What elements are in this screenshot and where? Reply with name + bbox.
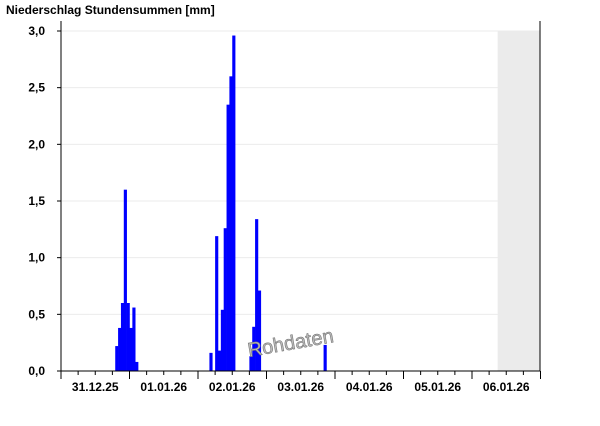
x-tick-label: 03.01.26 bbox=[277, 380, 324, 394]
bar bbox=[209, 352, 213, 371]
y-tick-label: 2,5 bbox=[28, 81, 45, 95]
x-tick-label: 04.01.26 bbox=[346, 380, 393, 394]
x-tick-label: 05.01.26 bbox=[414, 380, 461, 394]
x-tick-label: 31.12.25 bbox=[72, 380, 119, 394]
x-tick-label: 02.01.26 bbox=[209, 380, 256, 394]
bar bbox=[123, 189, 127, 371]
bar bbox=[129, 327, 133, 371]
bar bbox=[120, 303, 125, 371]
bar bbox=[232, 35, 236, 372]
bar bbox=[118, 327, 122, 371]
y-tick-label: 1,0 bbox=[28, 251, 45, 265]
bar bbox=[126, 303, 130, 371]
y-tick-label: 1,5 bbox=[28, 194, 45, 208]
y-tick-label: 3,0 bbox=[28, 24, 45, 38]
bar bbox=[252, 326, 256, 371]
bar bbox=[132, 307, 136, 371]
y-tick-label: 2,0 bbox=[28, 137, 45, 151]
y-tick-label: 0,0 bbox=[28, 364, 45, 378]
bar bbox=[215, 236, 219, 371]
bar bbox=[249, 356, 253, 371]
bar bbox=[255, 219, 259, 371]
bar bbox=[223, 228, 227, 371]
x-tick-label: 01.01.26 bbox=[140, 380, 187, 394]
bar bbox=[226, 104, 230, 372]
y-tick-label: 0,5 bbox=[28, 307, 45, 321]
bar bbox=[323, 344, 327, 371]
bar bbox=[135, 361, 139, 371]
chart-title: Niederschlag Stundensummen [mm] bbox=[6, 3, 215, 17]
bar bbox=[220, 309, 224, 371]
bar bbox=[217, 350, 222, 371]
bar bbox=[257, 290, 262, 371]
bar bbox=[229, 76, 233, 371]
x-tick-label: 06.01.26 bbox=[483, 380, 530, 394]
bar bbox=[115, 346, 119, 371]
